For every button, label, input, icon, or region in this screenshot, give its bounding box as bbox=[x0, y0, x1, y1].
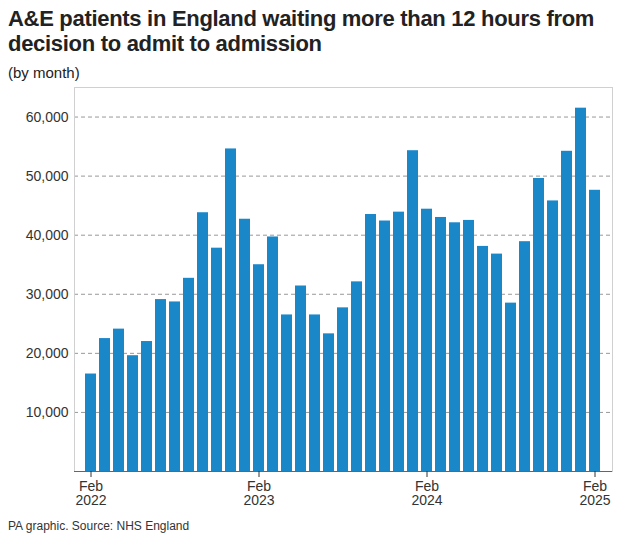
svg-text:Feb2023: Feb2023 bbox=[243, 478, 274, 508]
svg-text:10,000: 10,000 bbox=[26, 404, 69, 420]
svg-text:Feb2022: Feb2022 bbox=[75, 478, 106, 508]
svg-text:50,000: 50,000 bbox=[26, 168, 69, 184]
html-text:A&E patients in England waitin: A&E patients in England waiting more tha… bbox=[8, 6, 595, 56]
svg-text:Feb2024: Feb2024 bbox=[411, 478, 442, 508]
html-text:PA graphic. Source: NHS Englan: PA graphic. Source: NHS England bbox=[8, 519, 190, 533]
svg-text:60,000: 60,000 bbox=[26, 109, 69, 125]
svg-text:Feb2025: Feb2025 bbox=[579, 478, 610, 508]
svg-text:40,000: 40,000 bbox=[26, 227, 69, 243]
svg-text:30,000: 30,000 bbox=[26, 286, 69, 302]
svg-text:20,000: 20,000 bbox=[26, 345, 69, 361]
html-text:(by month): (by month) bbox=[8, 64, 80, 81]
